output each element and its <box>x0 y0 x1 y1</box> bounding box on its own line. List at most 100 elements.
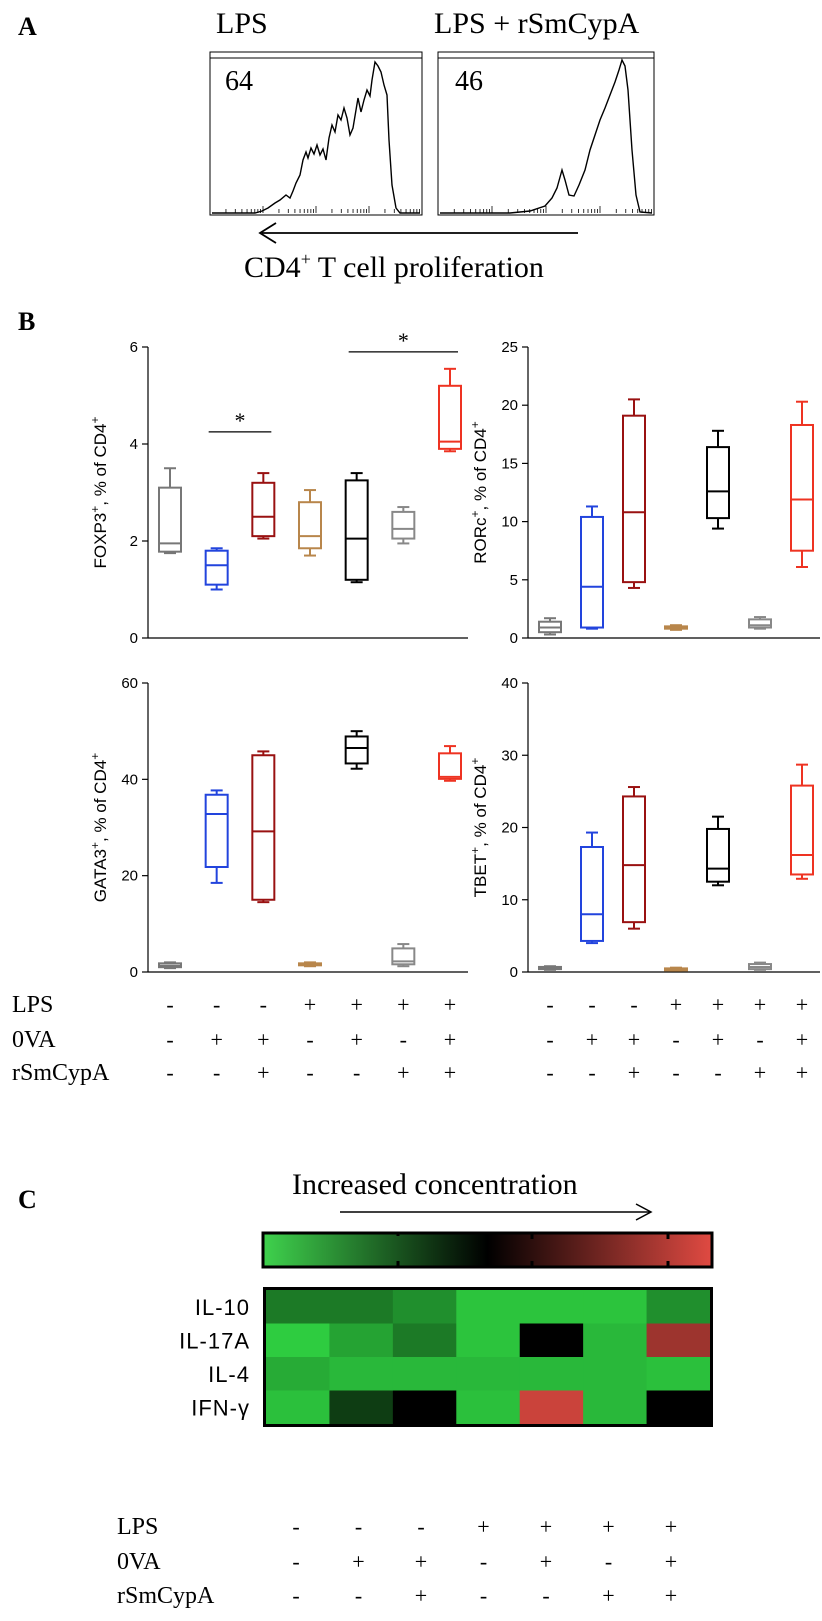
condition-sign: - <box>166 992 173 1017</box>
condition-label: 0VA <box>117 1549 161 1575</box>
histogram-lps-rsmcypa <box>437 51 655 216</box>
y-tick-label: 6 <box>130 339 138 356</box>
box <box>438 384 462 450</box>
heatmap-scale-title: Increased concentration <box>292 1168 578 1201</box>
condition-sign: + <box>397 992 409 1017</box>
box-plot <box>580 505 604 630</box>
significance-star: * <box>235 408 246 433</box>
heatmap-cell <box>583 1390 648 1425</box>
box <box>790 423 814 552</box>
chart-rorc: 0 5 10 15 20 25 RORc+, % of CD4+ <box>468 339 820 647</box>
box-plot <box>158 961 182 970</box>
condition-sign: - <box>588 1060 595 1085</box>
box-plot <box>622 786 646 930</box>
box <box>706 827 730 883</box>
condition-sign: - <box>355 1514 362 1539</box>
condition-sign: + <box>670 992 682 1017</box>
heatmap-cell <box>456 1390 521 1425</box>
box-plot <box>664 966 688 972</box>
box-plot <box>706 815 730 887</box>
box-plot <box>298 489 322 557</box>
condition-sign: + <box>665 1583 677 1608</box>
y-tick-label: 20 <box>121 868 138 885</box>
box-plot <box>344 730 369 770</box>
condition-sign: - <box>756 1027 763 1052</box>
condition-sign: + <box>415 1583 427 1608</box>
y-tick-label: 2 <box>130 533 138 550</box>
y-axis-label: TBET+, % of CD4+ <box>468 758 490 898</box>
histogram-lps-rsmcypa-value: 46 <box>455 66 483 97</box>
y-tick-label: 40 <box>121 771 138 788</box>
heatmap-color-scale <box>261 1231 714 1269</box>
condition-sign: - <box>542 1583 549 1608</box>
heatmap-cell <box>519 1357 584 1391</box>
y-tick-label: 25 <box>501 339 518 356</box>
condition-sign: - <box>672 1027 679 1052</box>
heatmap-cell <box>329 1323 394 1358</box>
condition-sign: - <box>306 1060 313 1085</box>
box <box>204 793 229 868</box>
condition-sign: + <box>628 1027 640 1052</box>
chart-foxp3: 0 2 4 6 FOXP3+, % of CD4+ * * <box>88 328 468 647</box>
y-axis-label: FOXP3+, % of CD4+ <box>88 417 110 569</box>
condition-sign: + <box>628 1060 640 1085</box>
condition-sign: + <box>665 1514 677 1539</box>
box-plot <box>580 831 604 945</box>
condition-label: 0VA <box>12 1027 56 1053</box>
condition-sign: - <box>166 1027 173 1052</box>
condition-label: rSmCypA <box>12 1060 110 1086</box>
y-tick-label: 10 <box>501 892 518 909</box>
y-tick-label: 20 <box>501 397 518 414</box>
condition-sign: - <box>417 1514 424 1539</box>
condition-sign: + <box>415 1549 427 1574</box>
heatmap-cell <box>329 1290 394 1324</box>
condition-sign: - <box>714 1060 721 1085</box>
panel-a-label: A <box>18 12 37 41</box>
heatmap-cell <box>456 1290 521 1324</box>
heatmap-row-labels: IL-10 IL-17A IL-4 IFN-γ <box>179 1295 250 1421</box>
heatmap-cell <box>583 1290 648 1324</box>
box <box>204 549 229 586</box>
condition-sign: + <box>352 1549 364 1574</box>
heatmap-cell <box>329 1357 394 1391</box>
y-tick-label: 15 <box>501 455 518 472</box>
condition-sign: - <box>213 1060 220 1085</box>
heatmap-cell <box>392 1323 457 1358</box>
condition-sign: - <box>480 1583 487 1608</box>
box <box>438 752 462 780</box>
box <box>344 479 369 581</box>
box-plot <box>391 506 416 545</box>
box <box>251 754 276 901</box>
condition-table-c: LPS - - - + + + +0VA - + + - + - + rSmCypA - - + - - + + <box>117 1514 677 1609</box>
proliferation-arrow <box>258 222 578 244</box>
heatmap-cell <box>583 1323 648 1358</box>
condition-sign: + <box>477 1514 489 1539</box>
box <box>158 486 182 553</box>
condition-sign: + <box>257 1060 269 1085</box>
box-plot <box>664 624 688 631</box>
condition-sign: + <box>712 1027 724 1052</box>
heatmap-cell <box>329 1390 394 1425</box>
condition-sign: + <box>602 1514 614 1539</box>
heatmap-border <box>263 1287 713 1427</box>
condition-sign: + <box>397 1060 409 1085</box>
condition-sign: + <box>444 1027 456 1052</box>
condition-sign: + <box>796 992 808 1017</box>
condition-sign: + <box>444 1060 456 1085</box>
box-plot <box>538 965 562 971</box>
histogram-lps-value: 64 <box>225 66 253 97</box>
heatmap-cell <box>646 1390 711 1425</box>
heatmap-row-label: IL-17A <box>179 1328 250 1353</box>
box-plot <box>790 763 814 880</box>
condition-sign: - <box>630 992 637 1017</box>
condition-sign: - <box>355 1583 362 1608</box>
box-plot <box>706 429 730 530</box>
y-tick-label: 30 <box>501 747 518 764</box>
condition-sign: - <box>260 992 267 1017</box>
condition-sign: + <box>257 1027 269 1052</box>
box <box>580 515 604 629</box>
condition-sign: + <box>712 992 724 1017</box>
chart-tbet: 0 10 20 30 40 TBET+, % of CD4+ <box>468 675 820 981</box>
condition-table-b: LPS - - - + + + + - - - + + + +0VA - + + - + - + - + + - + - + rSmCyp… <box>12 992 808 1086</box>
heatmap-cell <box>456 1323 521 1358</box>
